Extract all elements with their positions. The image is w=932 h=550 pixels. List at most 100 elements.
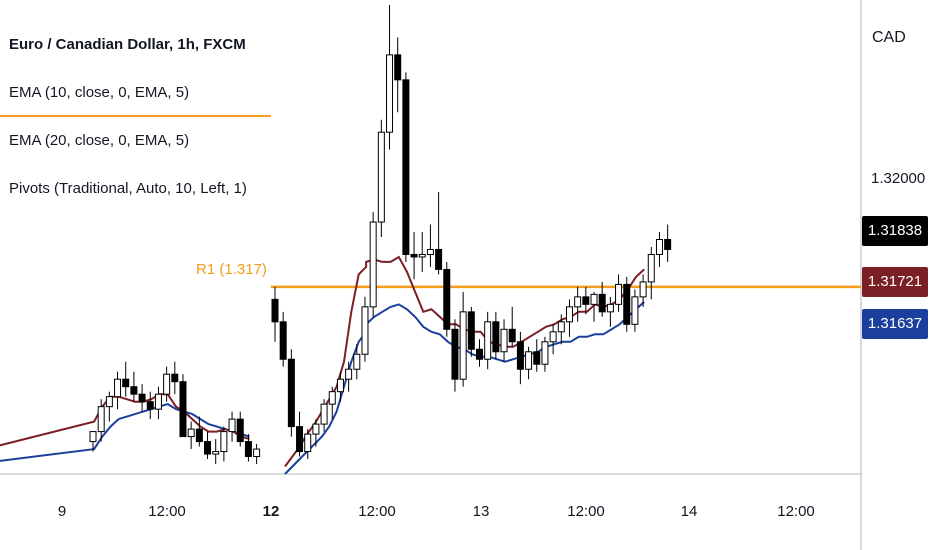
- candle-body: [146, 401, 154, 410]
- candle-body: [220, 431, 228, 453]
- candle-body: [615, 283, 623, 305]
- candles-series: [89, 4, 672, 465]
- candle: [220, 426, 228, 462]
- candle: [361, 296, 369, 362]
- candle-body: [557, 321, 565, 333]
- legend-ema10[interactable]: EMA (10, close, 0, EMA, 5): [9, 84, 190, 101]
- candle: [369, 212, 377, 317]
- candle-body: [590, 293, 598, 305]
- candle-body: [138, 393, 146, 403]
- candle: [195, 416, 203, 447]
- candle: [377, 119, 385, 237]
- candle: [244, 434, 252, 462]
- candle-body: [549, 331, 557, 343]
- candle-body: [459, 311, 467, 380]
- candle-body: [179, 381, 187, 438]
- candle: [320, 399, 328, 432]
- candle-body: [410, 253, 418, 258]
- candle: [271, 286, 279, 342]
- candle: [163, 366, 171, 402]
- candle: [426, 224, 434, 267]
- time-tick-label: 12:00: [777, 503, 815, 520]
- ema20-line-1: [0, 403, 250, 462]
- candle: [386, 4, 394, 150]
- candle: [236, 411, 244, 447]
- candle-body: [105, 396, 113, 408]
- candle-body: [353, 353, 361, 370]
- candle: [328, 386, 336, 420]
- candle-body: [631, 296, 639, 325]
- candle-body: [500, 328, 508, 353]
- candle-body: [130, 386, 138, 395]
- candle-body: [228, 418, 236, 433]
- time-tick-label: 14: [680, 503, 698, 520]
- candle-body: [623, 283, 631, 325]
- candle-body: [451, 328, 459, 380]
- candle-body: [476, 348, 483, 360]
- candle: [459, 291, 467, 387]
- candle: [574, 286, 582, 322]
- candle-body: [598, 293, 606, 313]
- candle-body: [647, 253, 655, 283]
- candle-body: [443, 268, 451, 330]
- candle-body: [484, 321, 492, 360]
- candle: [664, 224, 672, 262]
- candle: [492, 311, 500, 360]
- candle: [598, 281, 606, 317]
- legend-ema20[interactable]: EMA (20, close, 0, EMA, 5): [9, 132, 190, 149]
- time-tick-label: 12: [262, 503, 280, 520]
- candle: [97, 399, 105, 442]
- candle: [590, 291, 598, 322]
- candle-body: [386, 54, 394, 133]
- candle-body: [377, 131, 385, 223]
- candle: [557, 314, 565, 345]
- candle-body: [533, 351, 541, 365]
- candle-body: [435, 248, 443, 270]
- candle: [565, 299, 573, 337]
- candle: [418, 232, 426, 272]
- candle: [253, 444, 261, 465]
- candle-body: [418, 253, 426, 258]
- candle-body: [361, 306, 369, 355]
- candle: [606, 296, 614, 327]
- candle-body: [582, 296, 590, 305]
- candle-body: [574, 296, 582, 308]
- candle-body: [336, 378, 344, 393]
- candle: [154, 386, 162, 420]
- candle: [402, 72, 410, 262]
- last-price-badge: 1.31838: [862, 216, 928, 246]
- candle-body: [89, 431, 97, 443]
- candle-body: [279, 321, 287, 360]
- candle: [647, 246, 655, 300]
- candle-body: [467, 311, 475, 350]
- candle: [435, 192, 443, 275]
- candle-body: [253, 448, 261, 458]
- candle: [105, 391, 113, 422]
- candle: [443, 261, 451, 337]
- candle: [138, 384, 146, 412]
- candle: [639, 274, 647, 307]
- candle: [516, 331, 524, 385]
- chart-title[interactable]: Euro / Canadian Dollar, 1h, FXCM: [9, 36, 246, 53]
- legend-pivots[interactable]: Pivots (Traditional, Auto, 10, Left, 1): [9, 180, 247, 197]
- candle-body: [508, 328, 516, 343]
- candle-body: [122, 378, 130, 388]
- candle: [345, 361, 353, 392]
- candle: [296, 411, 304, 457]
- candle: [631, 289, 639, 332]
- candle: [312, 419, 320, 447]
- candle: [500, 319, 508, 362]
- candle: [467, 306, 475, 357]
- candle-body: [320, 403, 328, 425]
- candle: [130, 371, 138, 402]
- candle: [336, 371, 344, 402]
- candle: [476, 339, 483, 367]
- candle: [228, 411, 236, 442]
- time-tick-label: 12:00: [358, 503, 396, 520]
- candle-body: [312, 423, 320, 435]
- candle-body: [204, 441, 212, 455]
- candle: [146, 391, 154, 420]
- candle: [615, 274, 623, 312]
- candle-body: [212, 451, 220, 455]
